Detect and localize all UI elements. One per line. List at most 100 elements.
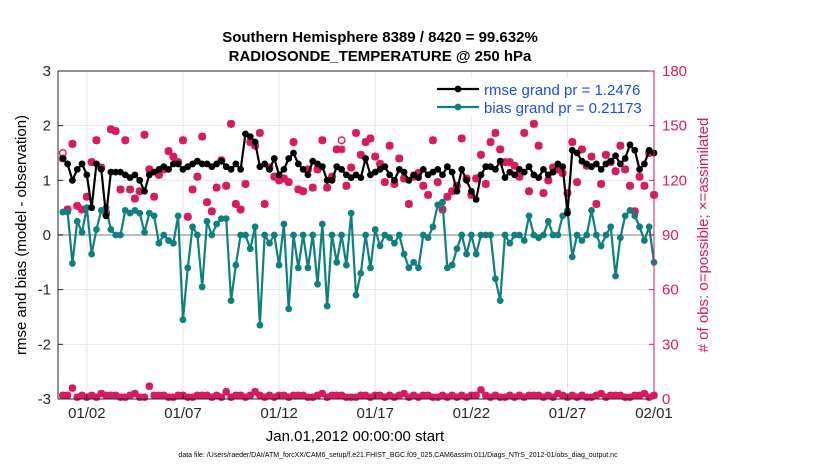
bias-point xyxy=(78,228,86,236)
obs-assimilated-point xyxy=(544,176,553,185)
rmse-point xyxy=(280,166,288,173)
bias-point xyxy=(242,231,249,239)
rmse-point xyxy=(131,171,139,179)
bias-point xyxy=(640,237,648,244)
x-tick-label: 01/22 xyxy=(453,405,491,422)
left-y-tick-label: 3 xyxy=(43,63,51,80)
rmse-point xyxy=(328,176,336,184)
obs-assimilated-bottom-point xyxy=(112,391,120,399)
obs-assimilated-bottom-point xyxy=(68,384,77,392)
rmse-point xyxy=(227,166,235,173)
rmse-point xyxy=(386,171,394,179)
bias-point xyxy=(93,226,100,233)
obs-assimilated-point xyxy=(366,134,375,143)
right-y-tick-label: 30 xyxy=(662,336,679,353)
bias-point xyxy=(285,305,293,313)
obs-assimilated-bottom-point xyxy=(448,391,456,399)
obs-assimilated-point xyxy=(193,172,202,181)
rmse-point xyxy=(540,166,547,173)
obs-assimilated-point xyxy=(188,185,197,194)
rmse-point xyxy=(251,138,259,146)
obs-assimilated-point xyxy=(347,163,356,172)
obs-assimilated-bottom-point xyxy=(136,393,144,401)
obs-assimilated-bottom-point xyxy=(155,391,163,399)
obs-assimilated-point xyxy=(433,178,442,187)
obs-assimilated-bottom-point xyxy=(241,393,250,401)
rmse-point xyxy=(640,160,648,168)
rmse-point xyxy=(59,155,67,162)
bias-point xyxy=(405,264,413,272)
obs-assimilated-bottom-point xyxy=(232,391,240,399)
rmse-point xyxy=(616,160,624,168)
obs-assimilated-point xyxy=(549,163,557,172)
rmse-point xyxy=(525,163,533,171)
obs-assimilated-point xyxy=(78,205,86,214)
obs-assimilated-bottom-point xyxy=(285,393,293,401)
bias-point xyxy=(328,231,336,239)
obs-assimilated-bottom-point xyxy=(616,391,624,399)
rmse-point xyxy=(573,149,581,157)
x-tick-label: 01/02 xyxy=(68,405,106,422)
rmse-point xyxy=(597,166,605,173)
rmse-point xyxy=(275,171,283,179)
bias-point xyxy=(612,272,619,280)
x-tick-label: 02/01 xyxy=(635,405,673,422)
obs-assimilated-point xyxy=(640,181,649,190)
rmse-point xyxy=(102,212,110,220)
rmse-point xyxy=(391,176,398,184)
obs-assimilated-bottom-point xyxy=(256,391,264,399)
bias-point xyxy=(232,261,240,269)
obs-assimilated-point xyxy=(126,185,134,194)
right-y-tick-label: 0 xyxy=(662,391,670,408)
obs-assimilated-bottom-point xyxy=(429,393,437,401)
x-tick-label: 01/17 xyxy=(356,405,394,422)
obs-assimilated-point xyxy=(145,165,154,174)
rmse-point xyxy=(107,168,115,176)
obs-assimilated-point xyxy=(227,119,235,128)
bias-point xyxy=(169,239,177,247)
bias-point xyxy=(174,212,182,220)
bias-point xyxy=(203,217,211,225)
obs-assimilated-bottom-point xyxy=(434,393,442,401)
bias-point xyxy=(472,250,480,258)
obs-assimilated-point xyxy=(553,165,562,174)
obs-assimilated-point xyxy=(82,192,91,201)
x-tick-label: 01/12 xyxy=(260,405,298,422)
rmse-point xyxy=(443,163,451,171)
obs-assimilated-bottom-point xyxy=(376,391,384,399)
rmse-point xyxy=(78,160,86,168)
bias-point xyxy=(218,215,225,223)
bias-point xyxy=(275,261,283,269)
rmse-point xyxy=(266,166,273,173)
bias-point xyxy=(251,223,259,231)
bias-point xyxy=(179,316,187,324)
obs-assimilated-bottom-point xyxy=(333,391,341,399)
obs-assimilated-bottom-point xyxy=(539,393,548,401)
bias-point xyxy=(88,250,96,258)
obs-assimilated-point xyxy=(510,161,519,170)
rmse-point xyxy=(631,146,639,154)
obs-assimilated-bottom-point xyxy=(472,391,480,399)
bias-point xyxy=(597,242,605,250)
obs-assimilated-point xyxy=(121,136,130,145)
obs-assimilated-bottom-point xyxy=(400,389,408,398)
rmse-point xyxy=(559,163,567,171)
bias-point xyxy=(400,250,408,258)
obs-assimilated-bottom-point xyxy=(554,389,562,398)
chart-subtitle: RADIOSONDE_TEMPERATURE @ 250 hPa xyxy=(229,48,532,65)
right-y-tick-label: 180 xyxy=(662,63,687,80)
bias-point xyxy=(266,239,273,247)
obs-assimilated-bottom-point xyxy=(352,393,360,401)
obs-assimilated-point xyxy=(400,174,408,183)
rmse-point xyxy=(261,160,269,168)
bias-point xyxy=(270,231,278,239)
obs-assimilated-bottom-point xyxy=(602,393,610,401)
obs-assimilated-point xyxy=(135,187,144,196)
rmse-point xyxy=(636,166,643,173)
obs-assimilated-bottom-point xyxy=(621,393,629,401)
obs-assimilated-bottom-point xyxy=(304,393,312,401)
rmse-point xyxy=(165,166,172,173)
obs-assimilated-bottom-point xyxy=(405,393,413,401)
bias-point xyxy=(415,264,422,272)
